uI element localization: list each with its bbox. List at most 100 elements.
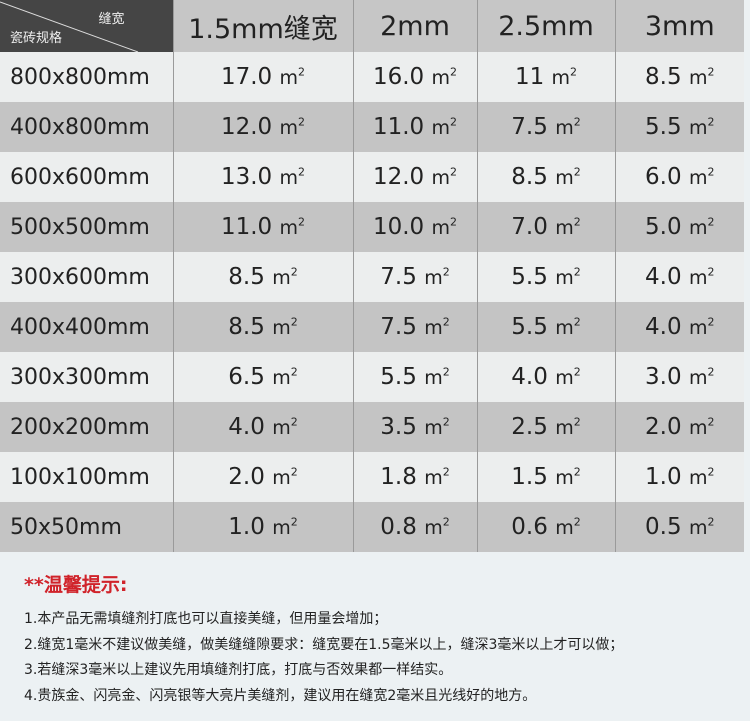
coverage-value: 3.5	[380, 414, 417, 440]
coverage-cell: 1.0 m2	[614, 452, 744, 502]
coverage-value: 6.0	[645, 164, 682, 190]
unit-exponent: 2	[573, 415, 581, 429]
coverage-cell: 7.5 m2	[352, 252, 477, 302]
note-item: 1.本产品无需填缝剂打底也可以直接美缝，但用量会增加；	[24, 611, 388, 627]
unit-exponent: 2	[707, 115, 715, 129]
coverage-value: 5.5	[645, 114, 682, 140]
unit-label: m	[688, 267, 708, 289]
unit-exponent: 2	[290, 315, 298, 329]
unit-label: m	[431, 217, 451, 239]
tile-size-cell: 200x200mm	[0, 402, 173, 452]
unit-exponent: 2	[290, 265, 298, 279]
coverage-cell: 12.0 m2	[172, 102, 353, 152]
unit-exponent: 2	[707, 315, 715, 329]
coverage-cell: 3.5 m2	[352, 402, 477, 452]
unit-label: m	[688, 117, 708, 139]
table-row: 600x600mm 13.0 m2 12.0 m2 8.5 m2 6.0 m2	[0, 152, 744, 202]
unit-label: m	[279, 167, 299, 189]
note-item: 3.若缝深3毫米以上建议先用填缝剂打底，打底与否效果都一样结实。	[24, 662, 453, 678]
unit-label: m	[555, 267, 574, 289]
column-header: 2.5mm	[476, 0, 615, 52]
coverage-cell: 17.0 m2	[172, 52, 353, 102]
unit-exponent: 2	[573, 465, 581, 479]
coverage-value: 7.5	[380, 264, 417, 290]
unit-label: m	[555, 167, 574, 189]
corner-joint-width-label: 缝宽	[98, 12, 125, 27]
unit-exponent: 2	[298, 115, 306, 129]
unit-exponent: 2	[573, 365, 581, 379]
tile-size-cell: 300x300mm	[0, 352, 173, 402]
coverage-value: 5.5	[511, 314, 548, 340]
unit-label: m	[272, 417, 291, 439]
coverage-cell: 7.5 m2	[476, 102, 615, 152]
coverage-cell: 1.0 m2	[172, 502, 353, 552]
coverage-value: 12.0	[220, 114, 273, 140]
unit-exponent: 2	[570, 65, 578, 79]
unit-exponent: 2	[290, 515, 298, 529]
coverage-value: 10.0	[372, 214, 425, 240]
coverage-cell: 8.5 m2	[614, 52, 744, 102]
unit-label: m	[272, 267, 291, 289]
coverage-value: 4.0	[645, 314, 682, 340]
table-row: 400x800mm 12.0 m2 11.0 m2 7.5 m2 5.5 m2	[0, 102, 744, 152]
unit-label: m	[555, 367, 574, 389]
coverage-cell: 7.5 m2	[352, 302, 477, 352]
unit-exponent: 2	[573, 165, 581, 179]
unit-label: m	[424, 317, 443, 339]
tile-size-cell: 800x800mm	[0, 52, 173, 102]
unit-label: m	[424, 517, 443, 539]
coverage-value: 5.5	[511, 264, 548, 290]
coverage-cell: 6.0 m2	[614, 152, 744, 202]
unit-exponent: 2	[450, 65, 458, 79]
unit-exponent: 2	[573, 265, 581, 279]
unit-label: m	[688, 67, 708, 89]
tile-size-cell: 400x800mm	[0, 102, 173, 152]
unit-exponent: 2	[573, 315, 581, 329]
unit-exponent: 2	[450, 215, 458, 229]
unit-exponent: 2	[298, 215, 306, 229]
unit-label: m	[688, 317, 708, 339]
unit-exponent: 2	[298, 165, 306, 179]
table-row: 400x400mm 8.5 m2 7.5 m2 5.5 m2 4.0 m2	[0, 302, 744, 352]
coverage-value: 11.0	[220, 214, 273, 240]
coverage-cell: 4.0 m2	[476, 352, 615, 402]
coverage-value: 0.5	[645, 514, 682, 540]
unit-label: m	[424, 367, 443, 389]
coverage-value: 11.0	[372, 114, 425, 140]
coverage-cell: 4.0 m2	[172, 402, 353, 452]
coverage-value: 0.6	[511, 514, 548, 540]
unit-exponent: 2	[450, 115, 458, 129]
coverage-value: 2.0	[228, 464, 265, 490]
table-row: 300x300mm 6.5 m2 5.5 m2 4.0 m2 3.0 m2	[0, 352, 744, 402]
coverage-value: 8.5	[228, 314, 265, 340]
coverage-cell: 8.5 m2	[172, 252, 353, 302]
unit-exponent: 2	[442, 515, 450, 529]
coverage-value: 7.5	[380, 314, 417, 340]
coverage-value: 5.0	[645, 214, 682, 240]
coverage-value: 12.0	[372, 164, 425, 190]
note-item: 2.缝宽1毫米不建议做美缝，做美缝缝隙要求：缝宽要在1.5毫米以上，缝深3毫米以…	[24, 636, 624, 653]
coverage-value: 11	[514, 64, 545, 90]
coverage-value: 7.5	[511, 114, 548, 140]
column-header: 3mm	[614, 0, 744, 52]
diagonal-divider	[0, 1, 139, 52]
unit-label: m	[555, 467, 574, 489]
coverage-value: 3.0	[645, 364, 682, 390]
unit-label: m	[431, 167, 451, 189]
unit-exponent: 2	[573, 515, 581, 529]
coverage-value: 17.0	[220, 64, 273, 90]
coverage-cell: 8.5 m2	[172, 302, 353, 352]
unit-label: m	[431, 67, 451, 89]
unit-label: m	[279, 67, 299, 89]
coverage-cell: 11.0 m2	[172, 202, 353, 252]
unit-label: m	[551, 67, 571, 89]
coverage-cell: 10.0 m2	[352, 202, 477, 252]
corner-header: 缝宽 瓷砖规格	[0, 0, 173, 52]
unit-label: m	[555, 117, 574, 139]
coverage-cell: 5.5 m2	[476, 252, 615, 302]
notes-section: **温馨提示: 1.本产品无需填缝剂打底也可以直接美缝，但用量会增加； 2.缝宽…	[24, 570, 623, 709]
coverage-cell: 2.0 m2	[172, 452, 353, 502]
coverage-value: 4.0	[511, 364, 548, 390]
table-row: 100x100mm 2.0 m2 1.8 m2 1.5 m2 1.0 m2	[0, 452, 744, 502]
unit-label: m	[688, 367, 708, 389]
